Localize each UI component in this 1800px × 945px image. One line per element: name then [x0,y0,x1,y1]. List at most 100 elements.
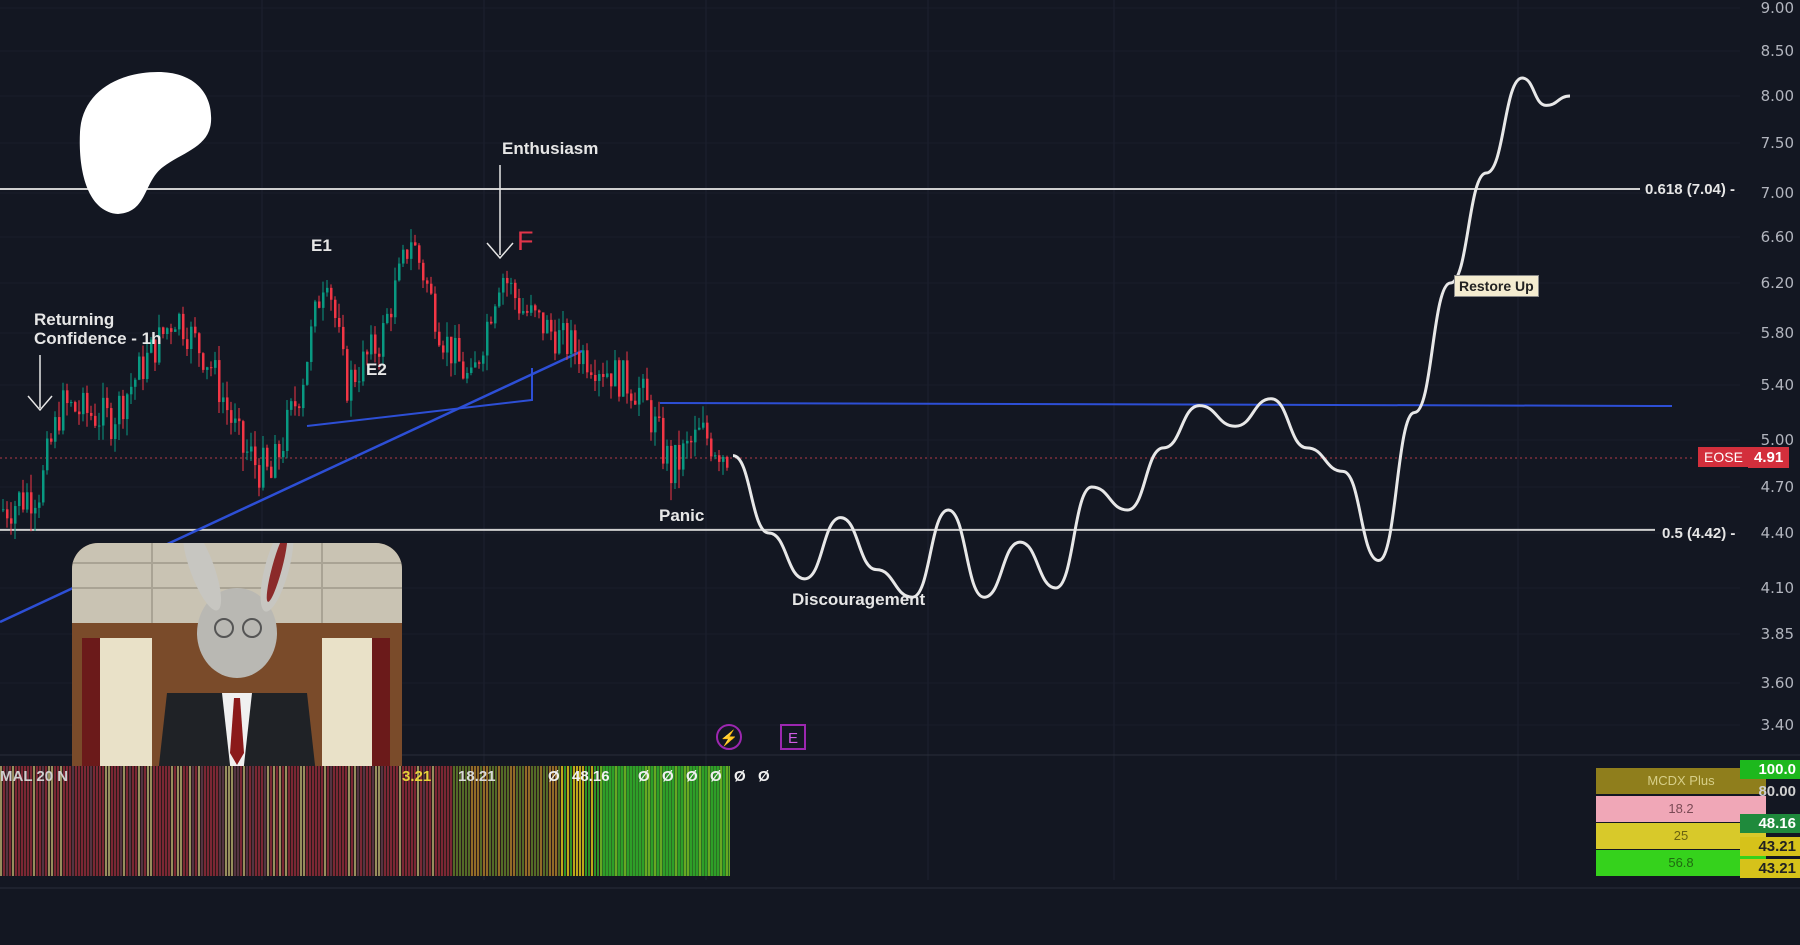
indicator-bar [210,766,212,876]
candle-body [226,397,229,411]
indicator-bar [138,766,140,876]
last-price-tag: 4.91 [1748,447,1790,468]
indicator-bar [273,766,275,876]
candle-body [310,326,313,362]
candle-body [458,337,461,362]
indicator-bar [582,766,584,876]
candle-body [414,242,417,246]
candle-body [474,362,477,368]
indicator-bar [150,766,152,876]
indicator-bar [72,766,74,876]
candle-body [666,445,669,464]
indicator-bar [57,766,59,876]
indicator-bar [81,766,83,876]
candle-body [638,387,641,405]
indicator-bar [468,766,470,876]
y-tick-7: 5.80 [1760,324,1794,342]
earnings-e-icon[interactable]: E [780,724,806,750]
indicator-bar [207,766,209,876]
indicator-bar [519,766,521,876]
indicator-bar [168,766,170,876]
indicator-bar [102,766,104,876]
y-tick-4: 7.00 [1760,184,1794,202]
candle-body [282,450,285,458]
indicator-bar [264,766,266,876]
indicator-bar [147,766,149,876]
candle-body [498,292,501,307]
indicator-bar [435,766,437,876]
indicator-bar [597,766,599,876]
indicator-bar [42,766,44,876]
candle-body [154,339,157,363]
candle-body [14,506,17,524]
indicator-bar [27,766,29,876]
indicator-bar [357,766,359,876]
candle-body [454,337,457,364]
candle-body [490,321,493,324]
candle-body [578,351,581,365]
annotation-restore-up: Restore Up [1454,275,1539,297]
candle-body [698,427,701,430]
indicator-bar [12,766,14,876]
candle-body [246,451,249,453]
candle-body [126,394,129,420]
indicator-panel[interactable] [0,766,730,876]
candle-body [674,444,677,484]
candle-body [38,502,41,508]
candle-body [522,311,525,314]
indicator-bar [120,766,122,876]
candle-body [266,447,269,467]
candle-body [618,360,621,397]
candle-body [418,245,421,263]
candle-body [494,306,497,324]
indicator-bar [543,766,545,876]
y-tick-5: 6.60 [1760,228,1794,246]
candle-body [142,356,145,379]
indicator-bar [576,766,578,876]
indicator-bar [132,766,134,876]
indicator-bar [246,766,248,876]
indicator-bar [411,766,413,876]
candle-body [94,415,97,426]
candle-body [446,336,449,353]
candle-body [18,492,21,507]
candle-body [106,397,109,409]
y-tick-2: 8.00 [1760,87,1794,105]
indicator-bar [540,766,542,876]
indicator-bar [324,766,326,876]
candle-body [90,412,93,416]
indicator-bar [408,766,410,876]
indicator-bar [453,766,455,876]
indicator-bar [456,766,458,876]
candle-body [34,507,37,514]
candle-body [362,351,365,382]
lightning-icon[interactable]: ⚡ [716,724,742,750]
indicator-bar [414,766,416,876]
indicator-bar [318,766,320,876]
indicator-bar [495,766,497,876]
candle-body [62,390,65,431]
candle-body [58,417,61,431]
indicator-bar [417,766,419,876]
indicator-bar [549,766,551,876]
indicator-bar [303,766,305,876]
indicator-bar [354,766,356,876]
indicator-bar [255,766,257,876]
indicator-bar [441,766,443,876]
indicator-bar [216,766,218,876]
candle-body [382,323,385,357]
indicator-bar [228,766,230,876]
indicator-bar [363,766,365,876]
indicator-bar [474,766,476,876]
indicator-bar [372,766,374,876]
indicator-bar [588,766,590,876]
candle-body [294,401,297,407]
indicator-bar [267,766,269,876]
indicator-bar [345,766,347,876]
candle-body [70,402,73,404]
candle-body [302,384,305,409]
candle-body [178,313,181,330]
candle-body [174,329,177,332]
indicator-value-8: Ø [710,768,722,785]
